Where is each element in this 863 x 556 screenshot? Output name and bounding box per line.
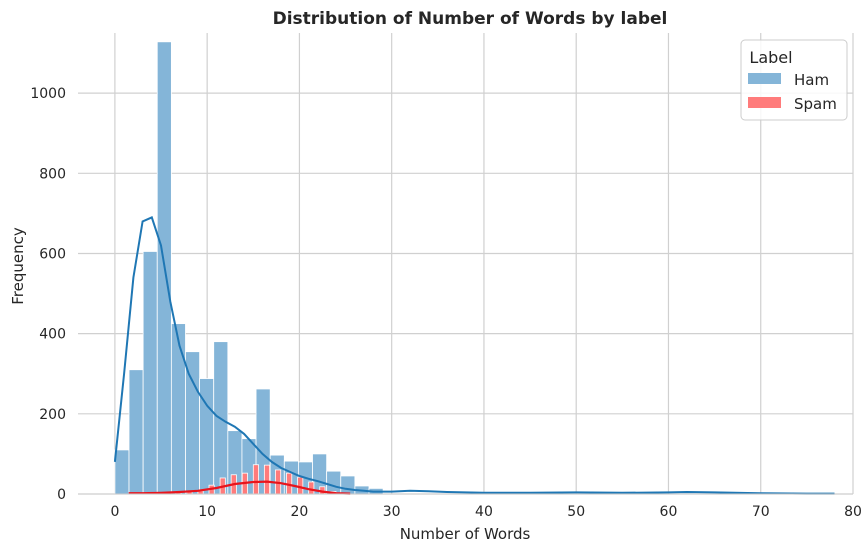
x-tick-label: 0 — [110, 504, 119, 520]
legend-title: Label — [749, 48, 792, 67]
spam-bar-16 — [308, 481, 315, 495]
ham-bar-2 — [142, 251, 158, 495]
y-tick-label: 200 — [39, 407, 66, 423]
y-tick-label: 1000 — [30, 86, 66, 102]
y-axis-ticks: 0 200 400 600 800 1000 — [30, 86, 66, 503]
x-tick-label: 50 — [567, 504, 585, 520]
ham-bar-16 — [340, 475, 356, 495]
legend-label-spam: Spam — [794, 95, 837, 113]
legend-label-ham: Ham — [794, 71, 829, 89]
legend-swatch-spam — [748, 97, 781, 108]
x-tick-label: 10 — [198, 504, 216, 520]
ham-bar-15 — [326, 470, 342, 495]
x-tick-label: 60 — [660, 504, 678, 520]
spam-kde-line — [128, 480, 351, 495]
x-tick-label: 30 — [383, 504, 401, 520]
x-tick-label: 70 — [752, 504, 770, 520]
legend: Label Ham Spam — [740, 39, 848, 121]
y-tick-label: 800 — [39, 166, 66, 182]
x-tick-label: 80 — [844, 504, 862, 520]
y-tick-label: 400 — [39, 327, 66, 343]
y-axis-title: Frequency — [9, 227, 27, 305]
ham-bar-0 — [114, 449, 130, 495]
y-tick-label: 600 — [39, 246, 66, 262]
ham-bar-4 — [170, 323, 186, 495]
spam-bar-15 — [297, 476, 304, 495]
ham-bar-1 — [128, 369, 144, 495]
x-tick-label: 40 — [475, 504, 493, 520]
x-axis-title: Number of Words — [400, 525, 531, 543]
spam-bar-12 — [263, 464, 271, 495]
x-tick-label: 20 — [291, 504, 309, 520]
ham-kde-line — [113, 216, 835, 495]
ham-bars — [114, 41, 384, 495]
chart-title: Distribution of Number of Words by label — [273, 9, 668, 29]
x-axis-ticks: 0 10 20 30 40 50 60 70 80 — [110, 504, 861, 520]
legend-swatch-ham — [748, 73, 781, 84]
y-tick-label: 0 — [57, 487, 66, 503]
spam-bar-11 — [252, 464, 259, 495]
